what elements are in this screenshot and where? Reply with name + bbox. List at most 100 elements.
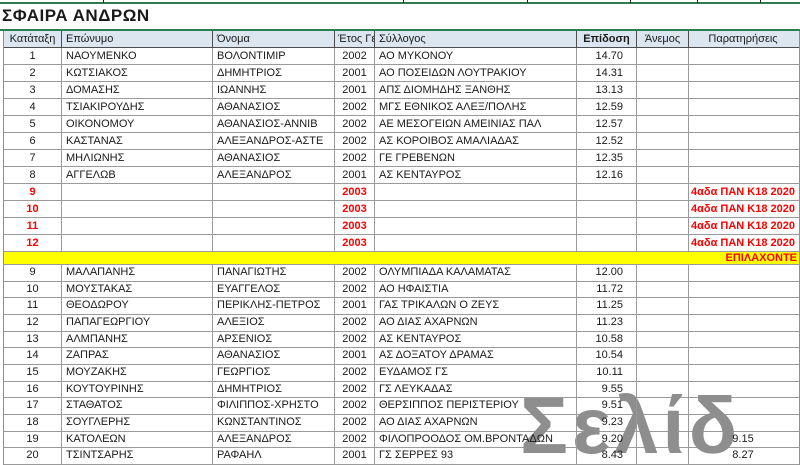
club-cell[interactable]: ΕΥΔΑΜΟΣ ΓΣ: [375, 364, 577, 381]
remarks-cell[interactable]: 4αδα ΠΑΝ Κ18 2020: [691, 220, 795, 232]
performance-cell[interactable]: 11.25: [577, 298, 637, 314]
performance-cell[interactable]: [577, 235, 637, 251]
performance-cell[interactable]: 12.52: [577, 133, 637, 149]
performance-cell[interactable]: 11.23: [577, 314, 637, 331]
surname-cell[interactable]: ΜΟΥΣΤΑΚΑΣ: [62, 281, 213, 298]
year-cell[interactable]: 2002: [335, 281, 375, 298]
surname-cell[interactable]: ΟΙΚΟΝΟΜΟΥ: [62, 116, 213, 132]
club-cell[interactable]: ΑΟ ΠΟΣΕΙΔΩΝ ΛΟΥΤΡΑΚΙΟΥ: [375, 65, 577, 81]
rank-cell[interactable]: 17: [4, 398, 62, 414]
surname-cell[interactable]: ΤΣΙΝΤΣΑΡΗΣ: [62, 448, 213, 464]
performance-cell[interactable]: 12.00: [577, 265, 637, 281]
year-cell[interactable]: 2002: [335, 414, 375, 431]
club-cell[interactable]: ΑΣ ΔΟΞΑΤΟΥ ΔΡΑΜΑΣ: [375, 348, 577, 364]
name-cell[interactable]: ΑΘΑΝΑΣΙΟΣ-ΑΝΝΙΒ: [213, 116, 335, 132]
name-cell[interactable]: ΑΘΑΝΑΣΙΟΣ: [213, 150, 335, 166]
club-cell[interactable]: ΘΕΡΣΙΠΠΟΣ ΠΕΡΙΣΤΕΡΙΟΥ: [375, 398, 577, 414]
header-cell-rank[interactable]: Κατάταξη: [4, 31, 62, 47]
name-cell[interactable]: ΓΕΩΡΓΙΟΣ: [213, 364, 335, 381]
year-cell[interactable]: 2002: [335, 431, 375, 448]
name-cell[interactable]: ΑΛΕΞΙΟΣ: [213, 314, 335, 331]
name-cell[interactable]: ΔΗΜΗΤΡΙΟΣ: [213, 65, 335, 81]
rank-cell[interactable]: 10: [4, 281, 62, 298]
header-cell-wind[interactable]: Άνεμος: [637, 31, 689, 47]
remarks-cell[interactable]: [689, 282, 797, 298]
surname-cell[interactable]: [62, 201, 213, 217]
wind-cell[interactable]: [637, 431, 689, 448]
year-cell[interactable]: 2003: [335, 201, 375, 217]
club-cell[interactable]: ΑΟ ΜΥΚΟΝΟΥ: [375, 48, 577, 64]
club-cell[interactable]: ΑΠΣ ΔΙΟΜΗΔΗΣ ΞΑΝΘΗΣ: [375, 82, 577, 98]
name-cell[interactable]: ΡΑΦΑΗΛ: [213, 448, 335, 464]
remarks-cell[interactable]: 4αδα ΠΑΝ Κ18 2020: [691, 237, 795, 249]
rank-cell[interactable]: 11: [4, 218, 62, 234]
name-cell[interactable]: ΠΑΝΑΓΙΩΤΗΣ: [213, 265, 335, 281]
name-cell[interactable]: ΑΡΣΕΝΙΟΣ: [213, 331, 335, 348]
club-cell[interactable]: ΓΣ ΛΕΥΚΑΔΑΣ: [375, 381, 577, 398]
header-cell-surname[interactable]: Επώνυμο: [62, 31, 213, 47]
rank-cell[interactable]: 14: [4, 348, 62, 364]
surname-cell[interactable]: ΑΛΜΠΑΝΗΣ: [62, 331, 213, 348]
rank-cell[interactable]: 19: [4, 431, 62, 448]
wind-cell[interactable]: [637, 331, 689, 348]
performance-cell[interactable]: 14.70: [577, 48, 637, 64]
surname-cell[interactable]: ΚΟΥΤΟΥΡΙΝΗΣ: [62, 381, 213, 398]
remarks-cell[interactable]: [689, 82, 797, 98]
surname-cell[interactable]: ΚΑΣΤΑΝΑΣ: [62, 133, 213, 149]
rank-cell[interactable]: 8: [4, 167, 62, 183]
name-cell[interactable]: [213, 235, 335, 251]
rank-cell[interactable]: 5: [4, 116, 62, 132]
year-cell[interactable]: 2002: [335, 116, 375, 132]
year-cell[interactable]: 2002: [335, 265, 375, 281]
rank-cell[interactable]: 4: [4, 99, 62, 115]
wind-cell[interactable]: [637, 65, 689, 81]
header-cell-performance[interactable]: Επίδοση: [577, 31, 637, 47]
header-cell-club[interactable]: Σύλλογος: [375, 31, 577, 47]
year-cell[interactable]: 2002: [335, 331, 375, 348]
club-cell[interactable]: ΑΟ ΗΦΑΙΣΤΙΑ: [375, 281, 577, 298]
name-cell[interactable]: ΑΘΑΝΑΣΙΟΣ: [213, 99, 335, 115]
rank-cell[interactable]: 3: [4, 82, 62, 98]
remarks-cell[interactable]: 4αδα ΠΑΝ Κ18 2020: [691, 203, 795, 215]
wind-cell[interactable]: [637, 201, 689, 217]
name-cell[interactable]: ΑΛΕΞΑΝΔΡΟΣ: [213, 167, 335, 183]
performance-cell[interactable]: 12.35: [577, 150, 637, 166]
club-cell[interactable]: [375, 235, 577, 251]
performance-cell[interactable]: 9.23: [577, 414, 637, 431]
surname-cell[interactable]: ΣΟΥΓΛΕΡΗΣ: [62, 414, 213, 431]
club-cell[interactable]: ΑΣ ΚΟΡΟΙΒΟΣ ΑΜΑΛΙΑΔΑΣ: [375, 133, 577, 149]
wind-cell[interactable]: [637, 281, 689, 298]
surname-cell[interactable]: ΔΟΜΑΣΗΣ: [62, 82, 213, 98]
club-cell[interactable]: ΑΣ ΚΕΝΤΑΥΡΟΣ: [375, 167, 577, 183]
year-cell[interactable]: 2002: [335, 381, 375, 398]
year-cell[interactable]: 2001: [335, 82, 375, 98]
remarks-cell[interactable]: [689, 99, 797, 115]
reserves-separator-row[interactable]: ΕΠΙΛΑΧΟΝΤΕ: [4, 252, 799, 265]
year-cell[interactable]: 2003: [335, 218, 375, 234]
wind-cell[interactable]: [637, 48, 689, 64]
club-cell[interactable]: ΓΣ ΣΕΡΡΕΣ 93: [375, 448, 577, 464]
name-cell[interactable]: [213, 184, 335, 200]
wind-cell[interactable]: [637, 348, 689, 364]
rank-cell[interactable]: 7: [4, 150, 62, 166]
wind-cell[interactable]: [637, 448, 689, 464]
performance-cell[interactable]: 9.51: [577, 398, 637, 414]
name-cell[interactable]: ΔΗΜΗΤΡΙΟΣ: [213, 381, 335, 398]
surname-cell[interactable]: [62, 235, 213, 251]
remarks-cell[interactable]: [689, 332, 797, 348]
wind-cell[interactable]: [637, 184, 689, 200]
wind-cell[interactable]: [637, 298, 689, 314]
wind-cell[interactable]: [637, 150, 689, 166]
surname-cell[interactable]: ΖΑΠΡΑΣ: [62, 348, 213, 364]
year-cell[interactable]: 2001: [335, 298, 375, 314]
performance-cell[interactable]: 14.31: [577, 65, 637, 81]
rank-cell[interactable]: 18: [4, 414, 62, 431]
performance-cell[interactable]: 10.54: [577, 348, 637, 364]
name-cell[interactable]: ΦΙΛΙΠΠΟΣ-ΧΡΗΣΤΟ: [213, 398, 335, 414]
remarks-cell[interactable]: [689, 315, 797, 331]
performance-cell[interactable]: 10.11: [577, 364, 637, 381]
surname-cell[interactable]: [62, 218, 213, 234]
year-cell[interactable]: 2002: [335, 48, 375, 64]
remarks-cell[interactable]: [689, 298, 797, 314]
surname-cell[interactable]: ΜΟΥΖΑΚΗΣ: [62, 364, 213, 381]
